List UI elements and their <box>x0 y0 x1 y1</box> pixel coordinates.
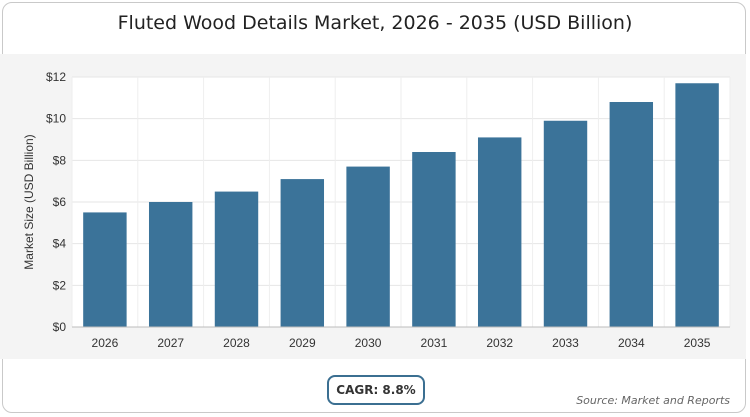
y-axis-label: Market Size (USD Billion) <box>22 134 36 269</box>
bar-2035[interactable] <box>675 83 719 327</box>
x-tick-label: 2026 <box>92 336 119 350</box>
bar-2028[interactable] <box>214 191 259 327</box>
x-tick-label: 2033 <box>552 336 579 350</box>
bar-2032[interactable] <box>477 137 522 327</box>
cagr-badge: CAGR: 8.8% <box>327 375 425 405</box>
bar-2034[interactable] <box>609 102 654 327</box>
y-tick-label: $6 <box>53 195 67 209</box>
y-tick-label: $10 <box>46 112 66 126</box>
y-tick-label: $0 <box>53 320 67 334</box>
x-tick-labels: 2026 2027 2028 2029 2030 2031 2032 2033 2034 2035 <box>92 336 711 350</box>
bar-2026[interactable] <box>83 212 127 327</box>
source-note: Source: Market and Reports <box>576 394 730 407</box>
bar-2033[interactable] <box>543 120 588 327</box>
x-tick-label: 2029 <box>289 336 316 350</box>
bar-2030[interactable] <box>346 166 390 327</box>
x-tick-label: 2028 <box>223 336 250 350</box>
bar-2027[interactable] <box>148 202 193 327</box>
x-tick-label: 2027 <box>157 336 184 350</box>
x-tick-label: 2031 <box>421 336 448 350</box>
x-tick-label: 2034 <box>618 336 645 350</box>
bar-2029[interactable] <box>280 179 325 327</box>
y-tick-label: $12 <box>46 70 66 84</box>
y-tick-label: $4 <box>53 237 67 251</box>
cagr-text: CAGR: 8.8% <box>336 383 416 397</box>
x-tick-label: 2032 <box>486 336 513 350</box>
y-tick-label: $2 <box>53 278 67 292</box>
bar-2031[interactable] <box>412 152 456 327</box>
chart-title: Fluted Wood Details Market, 2026 - 2035 … <box>117 12 633 34</box>
x-tick-label: 2035 <box>684 336 711 350</box>
y-tick-label: $8 <box>53 153 67 167</box>
y-tick-labels: $0 $2 $4 $6 $8 $10 $12 <box>46 70 66 334</box>
bars <box>83 83 719 327</box>
x-tick-label: 2030 <box>355 336 382 350</box>
